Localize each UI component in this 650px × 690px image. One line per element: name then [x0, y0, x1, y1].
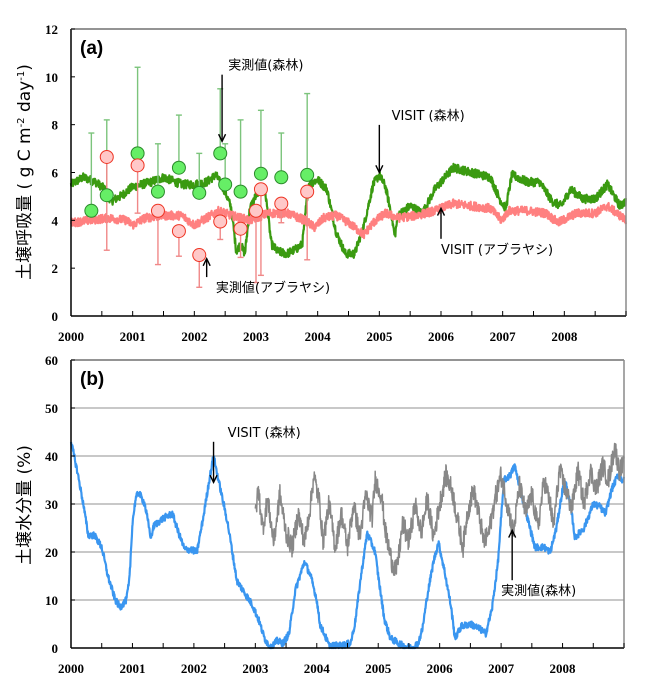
x-tick-label: 2001	[120, 329, 146, 344]
observed-point-0	[253, 166, 268, 181]
x-tick-label: 2008	[551, 329, 578, 344]
panel-b-y-axis-label: 土壌水分量 (%)	[15, 445, 35, 565]
y-tick-label: 50	[45, 401, 58, 416]
observed-point-1	[192, 248, 207, 263]
annotation-arrowhead	[202, 256, 211, 267]
x-tick-label: 2006	[428, 329, 455, 344]
observed-point-1	[150, 203, 165, 218]
observed-point-1	[171, 224, 186, 239]
x-tick-label: 2005	[366, 329, 393, 344]
panel-a-observed-points	[84, 146, 315, 263]
observed-point-0	[213, 146, 228, 161]
annotation-arrowhead	[436, 206, 446, 216]
observed-point-0	[130, 146, 145, 161]
y-tick-label: 4	[52, 213, 59, 228]
y-tick-label: 12	[45, 22, 58, 37]
x-tick-label: 2008	[550, 661, 577, 676]
observed-point-0	[192, 185, 207, 200]
observed-point-0	[84, 203, 99, 218]
panel-a-error-bars	[88, 66, 311, 288]
annotation-label: VISIT (アブラヤシ)	[441, 242, 553, 258]
annotation-arrowhead	[217, 133, 227, 144]
annotation-label: 実測値(森林)	[228, 58, 303, 74]
panel-a-axes	[70, 28, 627, 317]
observed-point-0	[274, 170, 289, 185]
observed-point-1	[99, 149, 114, 164]
y-tick-label: 40	[45, 449, 58, 464]
y-tick-label: 8	[52, 118, 59, 133]
y-tick-label: 0	[52, 641, 59, 656]
annotation-arrowhead	[508, 528, 517, 538]
x-tick-label: 2004	[305, 329, 332, 344]
observed-point-0	[150, 184, 165, 199]
observed-point-1	[274, 196, 289, 211]
x-tick-label: 2003	[243, 329, 270, 344]
panel-a-y-axis-label: 土壌呼吸量 ( g C m-2 day-1)	[15, 64, 35, 280]
y-tick-label: 10	[45, 70, 58, 85]
annotation-label: VISIT (森林)	[228, 426, 301, 441]
observed-point-0	[218, 177, 233, 192]
annotation-arrowhead	[209, 474, 218, 485]
observed-point-0	[99, 188, 114, 203]
observed-point-1	[249, 203, 263, 218]
x-tick-label: 2005	[365, 661, 392, 676]
y-tick-label: 30	[45, 497, 58, 512]
panel-a-series	[69, 162, 627, 259]
panel-a-y-tick-labels: 0 2 4 6 8 10 12	[45, 22, 59, 324]
x-tick-label: 2001	[119, 661, 145, 676]
panel-b-y-tick-labels: 0 10 20 30 40 50 60	[45, 353, 58, 656]
y-tick-label: 6	[52, 166, 59, 181]
x-tick-label: 2007	[490, 329, 517, 344]
series-line-visit-1	[69, 198, 627, 240]
observed-point-1	[213, 214, 228, 229]
y-tick-label: 2	[52, 261, 59, 276]
y-tick-label: 0	[52, 309, 59, 324]
y-tick-label: 60	[45, 353, 58, 368]
x-tick-label: 2007	[488, 661, 515, 676]
y-tick-label: 10	[45, 593, 58, 608]
annotation-arrowhead	[375, 164, 384, 175]
panel-a-label: (a)	[80, 38, 103, 59]
series-line-observed-1	[254, 442, 625, 576]
x-tick-label: 2002	[181, 661, 207, 676]
observed-point-0	[171, 160, 186, 175]
panel-b-x-tick-labels: 2000 2001 2002 2003 2004 2005 2006 2007 2008	[58, 661, 576, 676]
panel-b-label: (b)	[80, 369, 104, 390]
panel-a-x-tick-labels: 2000 2001 2002 2003 2004 2005 2006 2007 2008	[58, 329, 578, 344]
panel-b-series	[69, 441, 625, 650]
observed-point-0	[233, 184, 248, 199]
series-line-visit-0	[69, 162, 627, 259]
x-tick-label: 2000	[58, 661, 84, 676]
observed-point-1	[130, 158, 145, 173]
observed-point-1	[253, 182, 268, 197]
observed-point-1	[300, 184, 315, 199]
observed-point-0	[300, 167, 315, 182]
y-tick-label: 20	[45, 545, 58, 560]
x-tick-label: 2006	[427, 661, 454, 676]
annotation-label: VISIT (森林)	[392, 109, 465, 124]
annotation-label: 実測値(アブラヤシ)	[216, 280, 330, 296]
panel-b-axes	[70, 359, 625, 649]
annotation-label: 実測値(森林)	[501, 583, 576, 599]
x-tick-label: 2004	[304, 661, 331, 676]
x-tick-label: 2000	[58, 329, 84, 344]
x-tick-label: 2003	[242, 661, 269, 676]
observed-point-1	[233, 221, 248, 236]
panel-a-annotations: 実測値(森林) VISIT (森林) VISIT (アブラヤシ) 実測値(アブラヤシ)	[202, 58, 553, 296]
panel-b-annotations: VISIT (森林) 実測値(森林)	[209, 426, 576, 599]
x-tick-label: 2002	[181, 329, 207, 344]
